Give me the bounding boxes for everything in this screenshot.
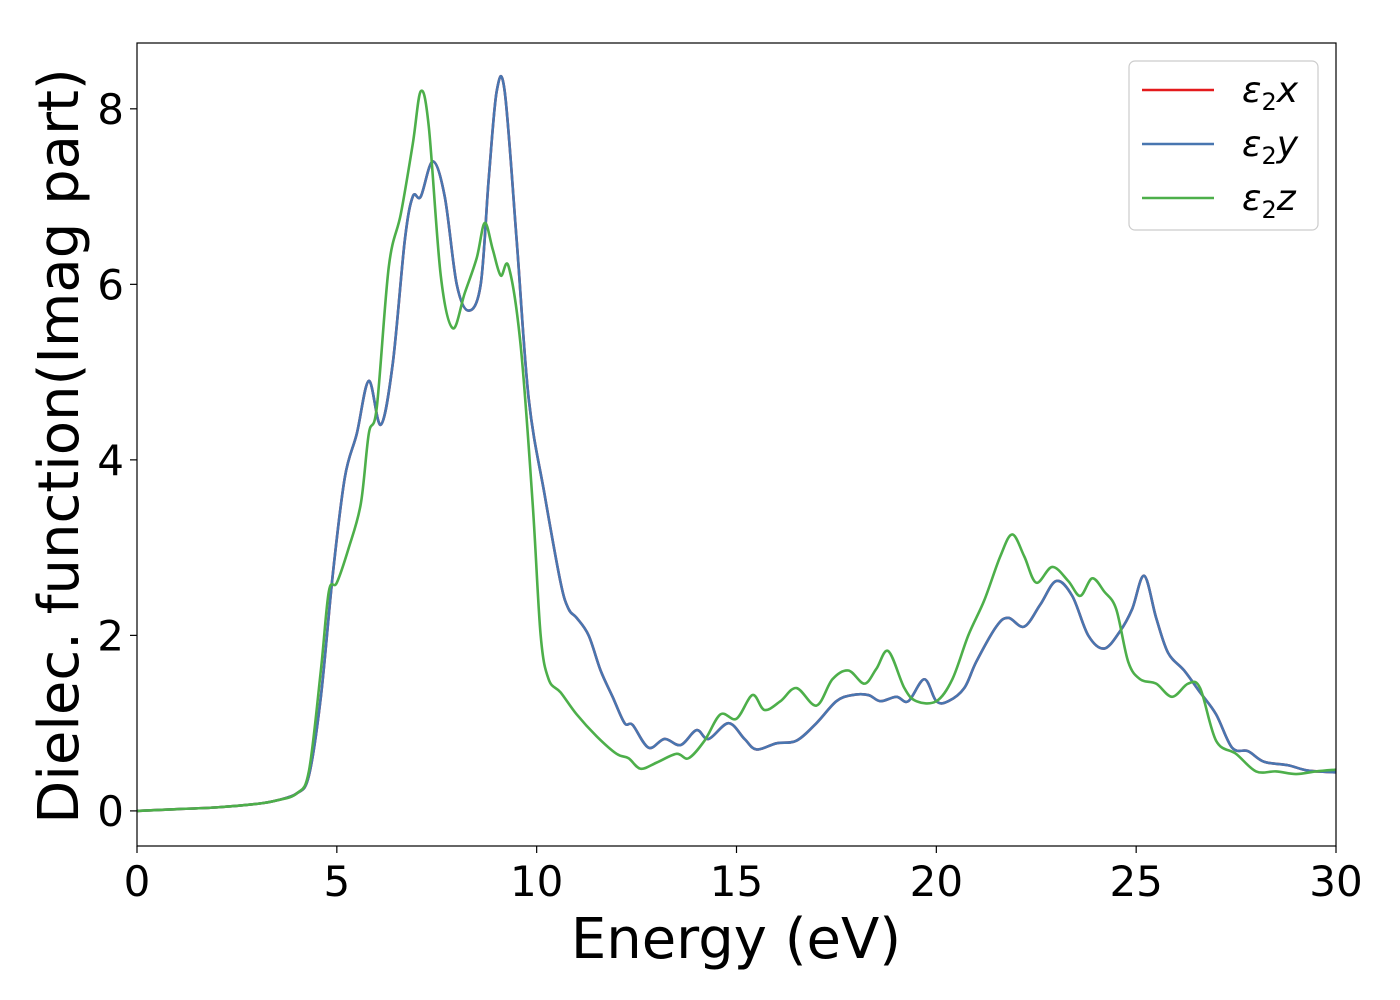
- x-tick-label: 30: [1309, 857, 1362, 906]
- y-axis-ticks: 0 2 4 6 8: [97, 85, 137, 836]
- y-axis-title: Dielec. function(Imag part): [27, 68, 92, 824]
- x-tick-label: 15: [710, 857, 763, 906]
- y-tick-label: 2: [97, 611, 124, 660]
- y-tick-label: 0: [97, 787, 124, 836]
- x-axis-title: Energy (eV): [571, 907, 901, 972]
- legend: ε2x ε2y ε2z: [1128, 60, 1319, 231]
- legend-box: [1128, 60, 1319, 231]
- x-tick-label: 0: [124, 857, 151, 906]
- x-axis-ticks: 0 5 10 15 20 25 30: [124, 846, 1363, 906]
- series-layer: [136, 75, 1337, 813]
- y-tick-label: 4: [97, 436, 124, 485]
- series-line-y: [136, 75, 1337, 813]
- legend-label: ε2z: [1242, 178, 1297, 224]
- y-tick-label: 6: [97, 260, 124, 309]
- x-tick-label: 5: [323, 857, 350, 906]
- x-tick-label: 20: [910, 857, 963, 906]
- series-line-z: [136, 89, 1337, 813]
- x-tick-label: 10: [510, 857, 563, 906]
- x-tick-label: 25: [1109, 857, 1162, 906]
- legend-label: ε2x: [1242, 70, 1299, 116]
- y-tick-label: 8: [97, 85, 124, 134]
- legend-label: ε2y: [1242, 124, 1299, 170]
